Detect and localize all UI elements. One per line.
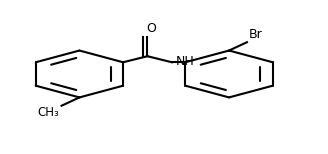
Text: NH: NH (176, 55, 195, 68)
Text: Br: Br (249, 28, 262, 41)
Text: CH₃: CH₃ (37, 106, 59, 120)
Text: O: O (147, 22, 156, 35)
